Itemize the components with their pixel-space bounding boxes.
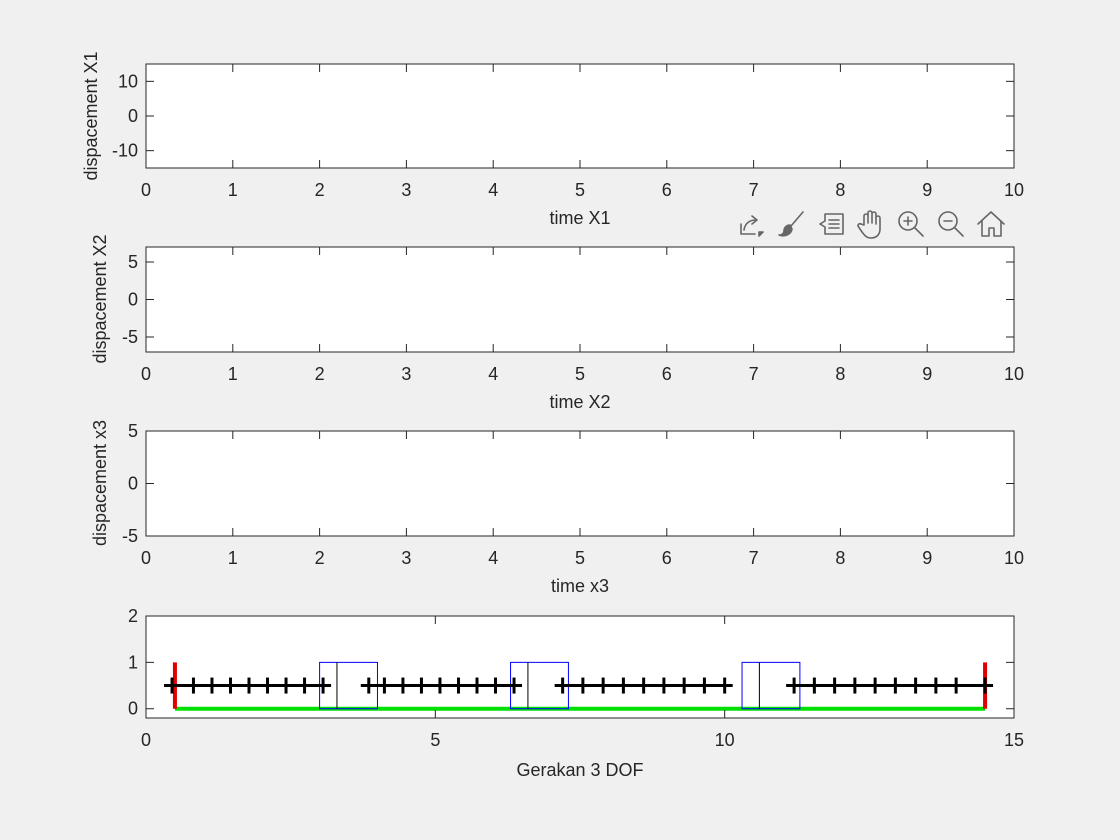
x-tick-label: 7	[749, 548, 759, 568]
x-tick-label: 2	[315, 364, 325, 384]
y-tick-label: 5	[128, 421, 138, 441]
x-tick-label: 8	[835, 180, 845, 200]
y-tick-label: 0	[128, 106, 138, 126]
x-tick-label: 4	[488, 180, 498, 200]
x-tick-label: 6	[662, 548, 672, 568]
x-tick-label: 9	[922, 180, 932, 200]
x-tick-label: 10	[715, 730, 735, 750]
axes-3-ylabel: dispacement x3	[90, 420, 110, 546]
zoom-out-icon	[938, 211, 964, 237]
export-button[interactable]	[732, 206, 770, 242]
x-tick-label: 2	[315, 548, 325, 568]
export-icon	[740, 215, 764, 237]
x-tick-label: 6	[662, 180, 672, 200]
y-tick-label: -5	[122, 327, 138, 347]
zoom-in-icon	[898, 211, 924, 237]
x-tick-label: 3	[401, 364, 411, 384]
x-tick-label: 5	[430, 730, 440, 750]
brush-icon	[778, 211, 804, 237]
axes-3-plot-area[interactable]	[145, 430, 1015, 537]
pan-icon	[857, 210, 881, 239]
x-tick-label: 0	[141, 180, 151, 200]
axes-1-plot-area[interactable]	[145, 63, 1015, 169]
axes-2-ylabel: dispacement X2	[90, 234, 110, 363]
home-icon	[977, 211, 1005, 237]
x-tick-label: 7	[749, 180, 759, 200]
zoom-out-button[interactable]	[932, 206, 970, 242]
x-tick-label: 5	[575, 180, 585, 200]
y-tick-label: -5	[122, 526, 138, 546]
pan-button[interactable]	[852, 206, 890, 242]
x-tick-label: 0	[141, 364, 151, 384]
restore-view-button[interactable]	[972, 206, 1010, 242]
zoom-in-button[interactable]	[892, 206, 930, 242]
axes-2-plot-area[interactable]	[145, 246, 1015, 353]
y-tick-label: 0	[128, 474, 138, 494]
x-tick-label: 9	[922, 548, 932, 568]
x-tick-label: 1	[228, 548, 238, 568]
x-tick-label: 9	[922, 364, 932, 384]
datatip-icon	[819, 213, 844, 235]
axes-4[interactable]: 0 5 10 15 0 1 2 Gerakan 3 DOF	[128, 606, 1024, 780]
y-tick-label: 1	[128, 652, 138, 672]
x-tick-label: 15	[1004, 730, 1024, 750]
x-tick-label: 10	[1004, 180, 1024, 200]
axes-2[interactable]: 0 1 2 3 4 5 6 7 8 9 10-505 time X2 dispacement X2	[90, 234, 1024, 412]
x-tick-label: 6	[662, 364, 672, 384]
x-tick-label: 8	[835, 548, 845, 568]
x-tick-label: 5	[575, 364, 585, 384]
x-tick-label: 4	[488, 364, 498, 384]
axes-3-xlabel: time x3	[551, 576, 609, 596]
x-tick-label: 2	[315, 180, 325, 200]
axes-2-xlabel: time X2	[549, 392, 610, 412]
axes-1-ylabel: dispacement X1	[81, 51, 101, 180]
y-tick-label: 2	[128, 606, 138, 626]
y-tick-label: 10	[118, 71, 138, 91]
axes-4-xlabel: Gerakan 3 DOF	[516, 760, 643, 780]
axes-3[interactable]: 0 1 2 3 4 5 6 7 8 9 10-505 time x3 dispacement x3	[90, 420, 1024, 596]
x-tick-label: 7	[749, 364, 759, 384]
x-tick-label: 10	[1004, 548, 1024, 568]
y-tick-label: 0	[128, 290, 138, 310]
x-tick-label: 3	[401, 180, 411, 200]
x-tick-label: 0	[141, 730, 151, 750]
x-tick-label: 8	[835, 364, 845, 384]
y-tick-label: -10	[112, 141, 138, 161]
y-tick-label: 5	[128, 252, 138, 272]
y-tick-label: 0	[128, 699, 138, 719]
x-tick-label: 0	[141, 548, 151, 568]
brush-button[interactable]	[772, 206, 810, 242]
axes-toolbar	[732, 206, 1010, 242]
x-tick-label: 1	[228, 364, 238, 384]
x-tick-label: 1	[228, 180, 238, 200]
x-tick-label: 3	[401, 548, 411, 568]
x-tick-label: 10	[1004, 364, 1024, 384]
datatip-button[interactable]	[812, 206, 850, 242]
x-tick-label: 5	[575, 548, 585, 568]
axes-1-xlabel: time X1	[549, 208, 610, 228]
axes-4-plot-area[interactable]	[145, 615, 1015, 719]
x-tick-label: 4	[488, 548, 498, 568]
